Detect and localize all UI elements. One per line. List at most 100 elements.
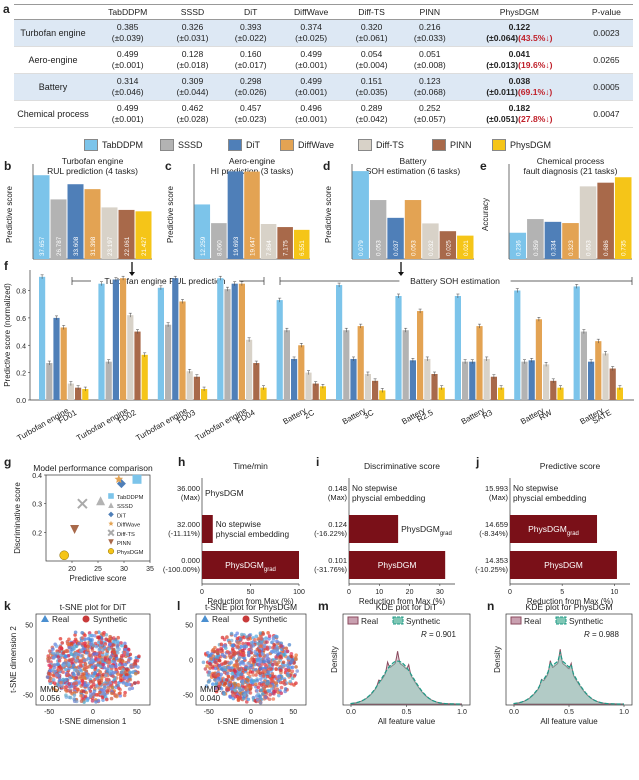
scatter-point — [54, 672, 59, 676]
r-value: = 0.988 — [592, 630, 619, 639]
scatter-point — [240, 697, 245, 702]
scatter-point — [255, 688, 259, 693]
scatter-point — [97, 639, 102, 643]
scatter-point — [47, 675, 51, 680]
chart-subtitle: HI prediction (3 tasks) — [211, 166, 294, 176]
scatter-point — [233, 691, 238, 696]
scatter-point — [254, 682, 258, 687]
scatter-point — [49, 660, 53, 664]
scatter-point — [110, 690, 114, 695]
scatter-point — [247, 674, 252, 679]
best-reduction: (43.5%↓) — [518, 33, 553, 43]
scatter-point — [264, 658, 269, 663]
scatter-point — [228, 694, 233, 699]
scatter-point — [241, 691, 245, 696]
scatter-point — [84, 669, 88, 674]
scatter-point — [85, 651, 89, 655]
x-tick-label: 10 — [375, 589, 383, 596]
scatter-point — [133, 662, 138, 667]
scatter-point — [283, 689, 287, 694]
scatter-point — [225, 688, 229, 692]
legend-label: DiT — [117, 513, 126, 519]
table-cell: 0.051 (±0.008) — [400, 46, 459, 74]
scatter-point — [118, 691, 122, 695]
scatter-point — [278, 652, 283, 656]
scatter-point — [241, 655, 245, 659]
scatter-point — [255, 658, 260, 662]
scatter-point — [71, 646, 76, 651]
scatter-point — [213, 666, 218, 671]
scatter-point — [233, 664, 237, 668]
scatter-point — [269, 667, 273, 671]
scatter-point — [111, 691, 115, 695]
scatter-point — [258, 653, 263, 658]
x-tick-label: FD04 — [235, 408, 257, 426]
scatter-point — [47, 656, 52, 660]
scatter-point — [230, 687, 235, 692]
scatter-point — [77, 641, 81, 646]
scatter-point — [275, 653, 280, 658]
chart-title: Predictive score — [540, 461, 601, 471]
scatter-point — [249, 681, 253, 686]
scatter-point — [89, 680, 93, 684]
scatter-point — [53, 670, 58, 674]
scatter-point — [71, 662, 76, 667]
scatter-point — [75, 669, 80, 673]
scatter-point — [231, 685, 236, 689]
scatter-point — [64, 667, 68, 672]
scatter-point — [48, 672, 53, 677]
scatter-point — [121, 681, 126, 685]
scatter-point — [114, 654, 118, 658]
scatter-point — [227, 640, 232, 645]
scatter-point — [242, 643, 247, 647]
scatter-point — [64, 663, 69, 667]
scatter-point — [242, 694, 246, 699]
scatter-point — [102, 659, 107, 664]
scatter-point — [79, 661, 83, 666]
bar — [616, 387, 623, 400]
legend-item: PhysDGM — [492, 139, 551, 151]
bar — [101, 207, 118, 259]
scatter-point — [242, 693, 246, 698]
scatter-point — [88, 678, 93, 682]
table-cell: 0.054 (±0.004) — [342, 46, 401, 74]
scatter-point — [122, 670, 127, 675]
scatter-point — [225, 678, 229, 682]
scatter-point — [94, 644, 99, 649]
scatter-point — [268, 662, 272, 667]
scatter-point — [73, 665, 78, 670]
scatter-point — [97, 653, 102, 658]
scatter-point — [290, 665, 295, 670]
chart-title: KDE plot for PhysDGM — [526, 602, 613, 612]
cell-mean: 0.252 — [419, 103, 441, 113]
scatter-point — [262, 643, 267, 648]
scatter-point — [69, 642, 74, 647]
scatter-point — [54, 688, 59, 693]
scatter-point — [72, 642, 76, 647]
scatter-point — [98, 646, 102, 651]
scatter-point — [130, 686, 135, 691]
scatter-point — [76, 652, 81, 657]
scatter-point — [90, 648, 95, 652]
bar — [490, 376, 497, 400]
bar-label: PhysDGMgrad — [225, 560, 276, 573]
scatter-point — [79, 664, 83, 669]
bar — [469, 361, 476, 400]
scatter-point — [236, 657, 241, 661]
scatter-point — [235, 636, 240, 641]
bar-value-label: 7.175 — [283, 240, 290, 256]
scatter-point — [259, 641, 264, 646]
scatter-point — [247, 647, 251, 652]
scatter-point — [111, 685, 115, 690]
row-value: 0.148 — [328, 484, 347, 493]
scatter-point — [284, 654, 288, 659]
scatter-point — [64, 661, 68, 665]
scatter-point — [88, 653, 92, 658]
scatter-point — [57, 664, 62, 669]
scatter-point — [86, 697, 90, 701]
scatter-point — [247, 653, 251, 658]
best-reduction: (27.8%↓) — [518, 114, 553, 124]
scatter-point — [278, 655, 283, 659]
scatter-point — [76, 665, 81, 669]
legend-marker — [108, 511, 114, 518]
